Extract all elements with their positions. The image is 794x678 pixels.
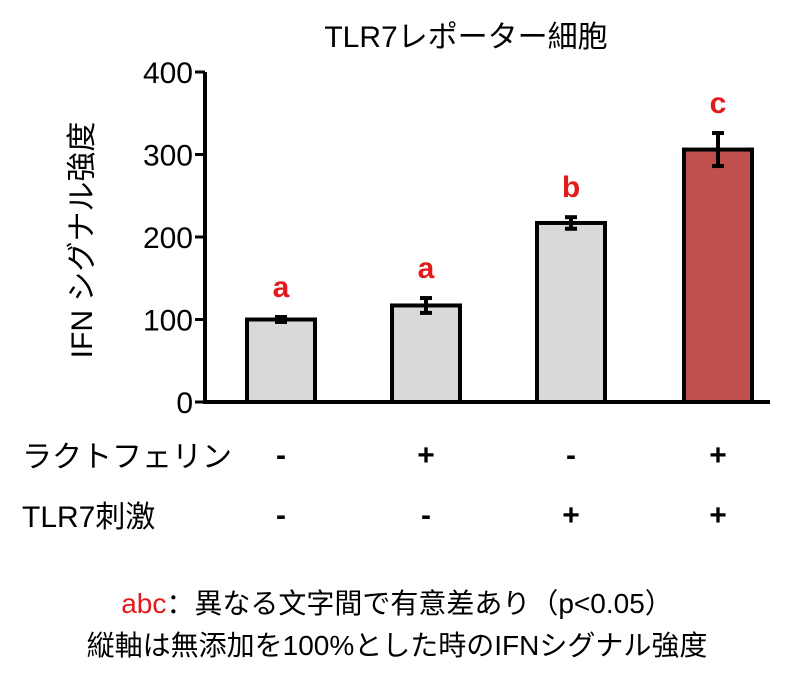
significance-letter: a xyxy=(418,252,435,285)
bar xyxy=(390,303,462,405)
significance-letters: abc xyxy=(121,588,167,619)
condition-label: TLR7刺激 xyxy=(22,501,155,534)
condition-sign: - xyxy=(421,499,431,532)
bar xyxy=(245,317,317,404)
condition-sign: - xyxy=(276,499,286,532)
chart-title: TLR7レポーター細胞 xyxy=(324,21,607,54)
significance-letter: b xyxy=(562,171,580,204)
significance-letter: c xyxy=(710,87,727,120)
bar xyxy=(682,147,754,404)
y-tick-label: 300 xyxy=(143,140,193,173)
condition-sign: + xyxy=(562,499,580,532)
y-tick-label: 200 xyxy=(143,222,193,255)
y-tick-label: 0 xyxy=(176,387,193,420)
condition-sign: - xyxy=(276,439,286,472)
significance-note: abc：異なる文字間で有意差あり（p<0.05） xyxy=(0,582,794,622)
condition-sign: + xyxy=(709,499,727,532)
condition-table: ラクトフェリン - + - + TLR7刺激 - - + + xyxy=(22,439,727,534)
condition-sign: - xyxy=(566,439,576,472)
condition-sign: + xyxy=(709,439,727,472)
bars: a a b c xyxy=(245,87,754,405)
bar xyxy=(535,220,607,404)
condition-sign: + xyxy=(417,439,435,472)
axis-note: 縦軸は無添加を100%とした時のIFNシグナル強度 xyxy=(86,630,708,661)
condition-label: ラクトフェリン xyxy=(22,441,232,474)
y-axis-ticks: 0 100 200 300 400 xyxy=(143,57,205,420)
y-tick-label: 400 xyxy=(143,57,193,90)
y-tick-label: 100 xyxy=(143,305,193,338)
significance-text: ：異なる文字間で有意差あり（p<0.05） xyxy=(166,588,673,619)
significance-letter: a xyxy=(273,271,290,304)
y-axis-label: IFN シグナル強度 xyxy=(66,122,99,359)
bar-chart: TLR7レポーター細胞 IFN シグナル強度 0 100 200 300 400 a a b… xyxy=(22,21,770,534)
